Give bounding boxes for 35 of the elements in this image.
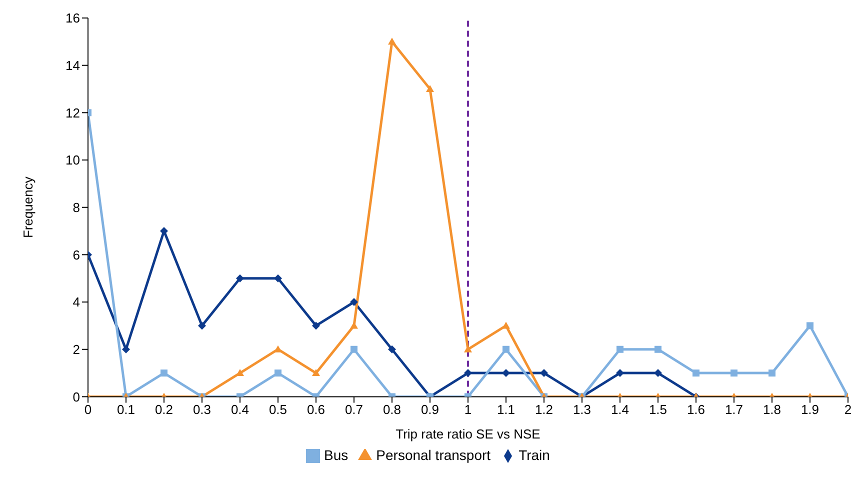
y-tick-label: 12 <box>66 105 80 120</box>
x-tick-label: 1.1 <box>496 402 516 417</box>
x-tick-label: 1.6 <box>686 402 706 417</box>
x-tick-label: 0.8 <box>382 402 402 417</box>
y-tick-label: 8 <box>72 200 80 215</box>
legend-label: Personal transport <box>376 446 491 463</box>
y-tick-label: 10 <box>66 152 80 168</box>
x-tick-label: 0 <box>84 402 92 417</box>
x-tick-label: 0.9 <box>420 402 440 417</box>
x-tick-label: 1 <box>464 402 472 417</box>
x-tick-label: 0.7 <box>344 402 364 417</box>
x-tick-label: 2 <box>844 402 852 417</box>
y-tick-label: 0 <box>72 389 80 404</box>
legend-label: Train <box>518 446 550 463</box>
y-tick-label: 2 <box>72 342 80 357</box>
x-tick-label: 0.1 <box>116 402 136 417</box>
x-tick-label: 0.3 <box>192 402 212 417</box>
y-tick-label: 4 <box>72 294 80 310</box>
x-tick-label: 1.7 <box>724 402 744 417</box>
y-tick-label: 6 <box>72 247 80 262</box>
y-axis-title: Frequency <box>20 176 36 238</box>
x-tick-label: 1.2 <box>534 402 554 417</box>
x-tick-label: 1.8 <box>762 402 782 417</box>
x-tick-label: 0.2 <box>154 402 174 417</box>
x-tick-label: 0.5 <box>268 402 288 417</box>
x-tick-label: 1.3 <box>572 402 592 417</box>
x-axis-title: Trip rate ratio SE vs NSE <box>396 426 541 442</box>
x-tick-label: 0.4 <box>230 402 250 417</box>
x-tick-label: 0.6 <box>306 402 326 417</box>
legend-label: Bus <box>324 446 348 463</box>
x-tick-label: 1.4 <box>610 402 630 417</box>
x-tick-label: 1.5 <box>648 402 668 417</box>
y-tick-label: 14 <box>66 58 80 73</box>
y-tick-label: 16 <box>66 10 80 26</box>
x-tick-label: 1.9 <box>800 402 820 417</box>
